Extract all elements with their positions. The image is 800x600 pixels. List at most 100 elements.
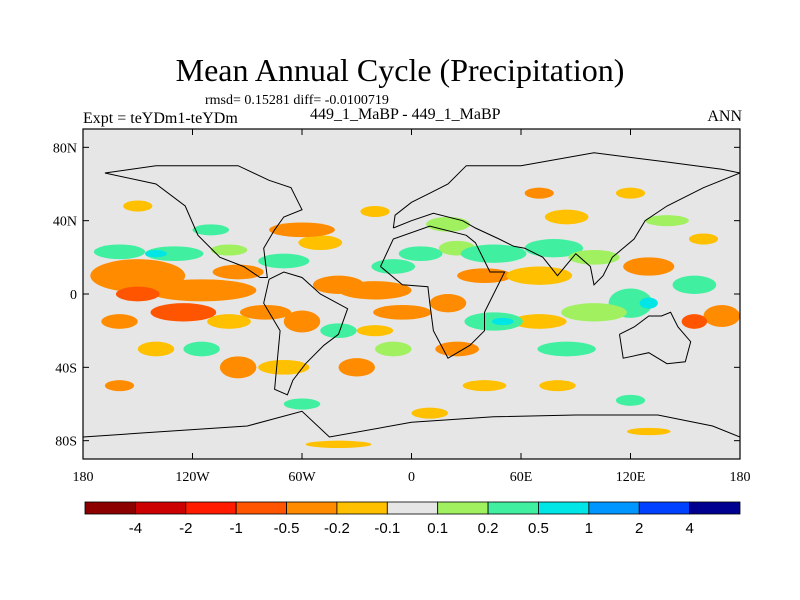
colorbar-swatch-6 — [386, 501, 439, 515]
anomaly-region-19 — [568, 250, 620, 265]
y-tick-label-1: 40N — [53, 215, 77, 230]
anomaly-region-30 — [491, 317, 514, 326]
anomaly-region-23 — [681, 314, 708, 329]
anomaly-region-62 — [626, 427, 671, 436]
anomaly-region-36 — [283, 310, 321, 333]
colorbar-label-4: -0.2 — [324, 520, 350, 537]
anomaly-region-11 — [338, 281, 412, 300]
anomaly-region-26 — [561, 303, 627, 322]
anomaly-region-12 — [371, 259, 416, 274]
anomaly-region-2 — [115, 286, 160, 302]
anomaly-region-7 — [210, 244, 248, 256]
anomaly-region-17 — [506, 266, 573, 285]
anomaly-region-4 — [93, 244, 146, 260]
anomaly-region-25 — [639, 297, 658, 309]
anomaly-region-32 — [429, 294, 467, 313]
anomaly-region-18 — [524, 239, 584, 258]
colorbar-swatch-2 — [185, 501, 237, 515]
x-tick-label-6: 180 — [730, 470, 751, 485]
colorbar-swatch-3 — [235, 501, 287, 515]
coastline-australia — [619, 311, 692, 365]
colorbar-swatch-1 — [134, 501, 187, 515]
anomaly-region-37 — [239, 305, 292, 320]
anomaly-region-61 — [411, 407, 448, 419]
y-tick-label-3: 40S — [55, 361, 77, 376]
colorbar-swatch-11 — [638, 501, 691, 515]
colorbar-label-8: 0.5 — [528, 520, 549, 537]
anomaly-region-35 — [320, 323, 357, 338]
anomaly-region-49 — [192, 224, 229, 236]
case-label: 449_1_MaBP - 449_1_MaBP — [310, 106, 501, 123]
anomaly-region-47 — [269, 222, 335, 238]
y-tick-label-0: 80N — [53, 141, 77, 156]
anomaly-region-59 — [104, 380, 135, 392]
anomaly-region-43 — [219, 356, 257, 379]
anomaly-region-63 — [305, 440, 372, 449]
anomaly-region-22 — [703, 305, 740, 327]
colorbar-swatch-9 — [538, 501, 590, 515]
x-tick-label-3: 0 — [408, 470, 415, 485]
axis-ticks: 180 120W 60W 0 60E 120E 180 80N 40N 0 40S 80S — [53, 129, 751, 485]
anomaly-region-45 — [338, 358, 375, 377]
anomaly-region-46 — [375, 341, 412, 357]
anomaly-region-52 — [645, 215, 689, 227]
anomaly-region-42 — [183, 341, 220, 357]
coastline-north-america — [104, 165, 303, 278]
anomaly-region-3 — [212, 264, 264, 280]
x-tick-label-4: 60E — [510, 470, 533, 485]
season-label: ANN — [707, 108, 742, 125]
x-tick-label-2: 60W — [288, 470, 316, 485]
anomaly-region-58 — [539, 380, 576, 392]
colorbar-swatch-8 — [487, 501, 539, 515]
anomaly-region-39 — [150, 303, 217, 322]
chart-title: Mean Annual Cycle (Precipitation) — [175, 52, 625, 88]
anomaly-region-38 — [207, 314, 251, 329]
colorbar: -4 -2 -1 -0.5 -0.2 -0.1 0.1 0.2 0.5 1 2 4 — [84, 501, 741, 537]
anomaly-region-1 — [146, 279, 257, 302]
anomaly-region-57 — [462, 380, 507, 392]
anomaly-region-64 — [615, 394, 646, 406]
y-tick-label-2: 0 — [70, 288, 77, 303]
colorbar-swatch-0 — [84, 501, 136, 515]
anomaly-region-34 — [356, 325, 394, 337]
colorbar-label-6: 0.1 — [427, 520, 448, 537]
anomaly-region-56 — [123, 200, 153, 212]
colorbar-label-11: 4 — [685, 520, 693, 537]
coastline-south-america — [263, 271, 349, 396]
colorbar-swatch-4 — [286, 501, 338, 515]
coastline-africa — [380, 225, 506, 359]
anomaly-region-54 — [524, 187, 554, 199]
colorbar-label-1: -2 — [179, 520, 192, 537]
anomaly-region-44 — [258, 360, 310, 375]
experiment-label: Expt = teYDm1-teYDm — [83, 110, 238, 127]
anomaly-region-21 — [672, 275, 717, 295]
x-tick-label-5: 120E — [616, 470, 646, 485]
colorbar-label-2: -1 — [229, 520, 242, 537]
anomaly-layer — [90, 187, 740, 449]
colorbar-swatch-5 — [336, 501, 388, 515]
anomaly-region-6 — [145, 250, 167, 258]
y-tick-label-4: 80S — [55, 435, 77, 450]
colorbar-label-7: 0.2 — [478, 520, 499, 537]
anomaly-region-55 — [615, 187, 646, 199]
anomaly-region-53 — [688, 233, 719, 245]
colorbar-swatch-7 — [437, 501, 489, 515]
colorbar-swatch-12 — [689, 501, 741, 515]
anomaly-region-31 — [435, 341, 480, 357]
coastline-layer — [83, 152, 740, 438]
anomaly-region-20 — [623, 257, 675, 276]
anomaly-region-15 — [460, 244, 527, 263]
anomaly-region-28 — [511, 314, 567, 329]
colorbar-label-10: 2 — [635, 520, 643, 537]
colorbar-label-9: 1 — [585, 520, 593, 537]
anomaly-region-60 — [283, 398, 321, 410]
stats-line: rmsd= 0.15281 diff= -0.0100719 — [205, 93, 389, 108]
colorbar-label-0: -4 — [129, 520, 142, 537]
x-tick-label-0: 180 — [73, 470, 94, 485]
anomaly-region-50 — [426, 217, 470, 232]
x-tick-label-1: 120W — [175, 470, 210, 485]
colorbar-swatch-10 — [588, 501, 640, 515]
colorbar-label-3: -0.5 — [274, 520, 300, 537]
anomaly-region-40 — [101, 314, 138, 329]
